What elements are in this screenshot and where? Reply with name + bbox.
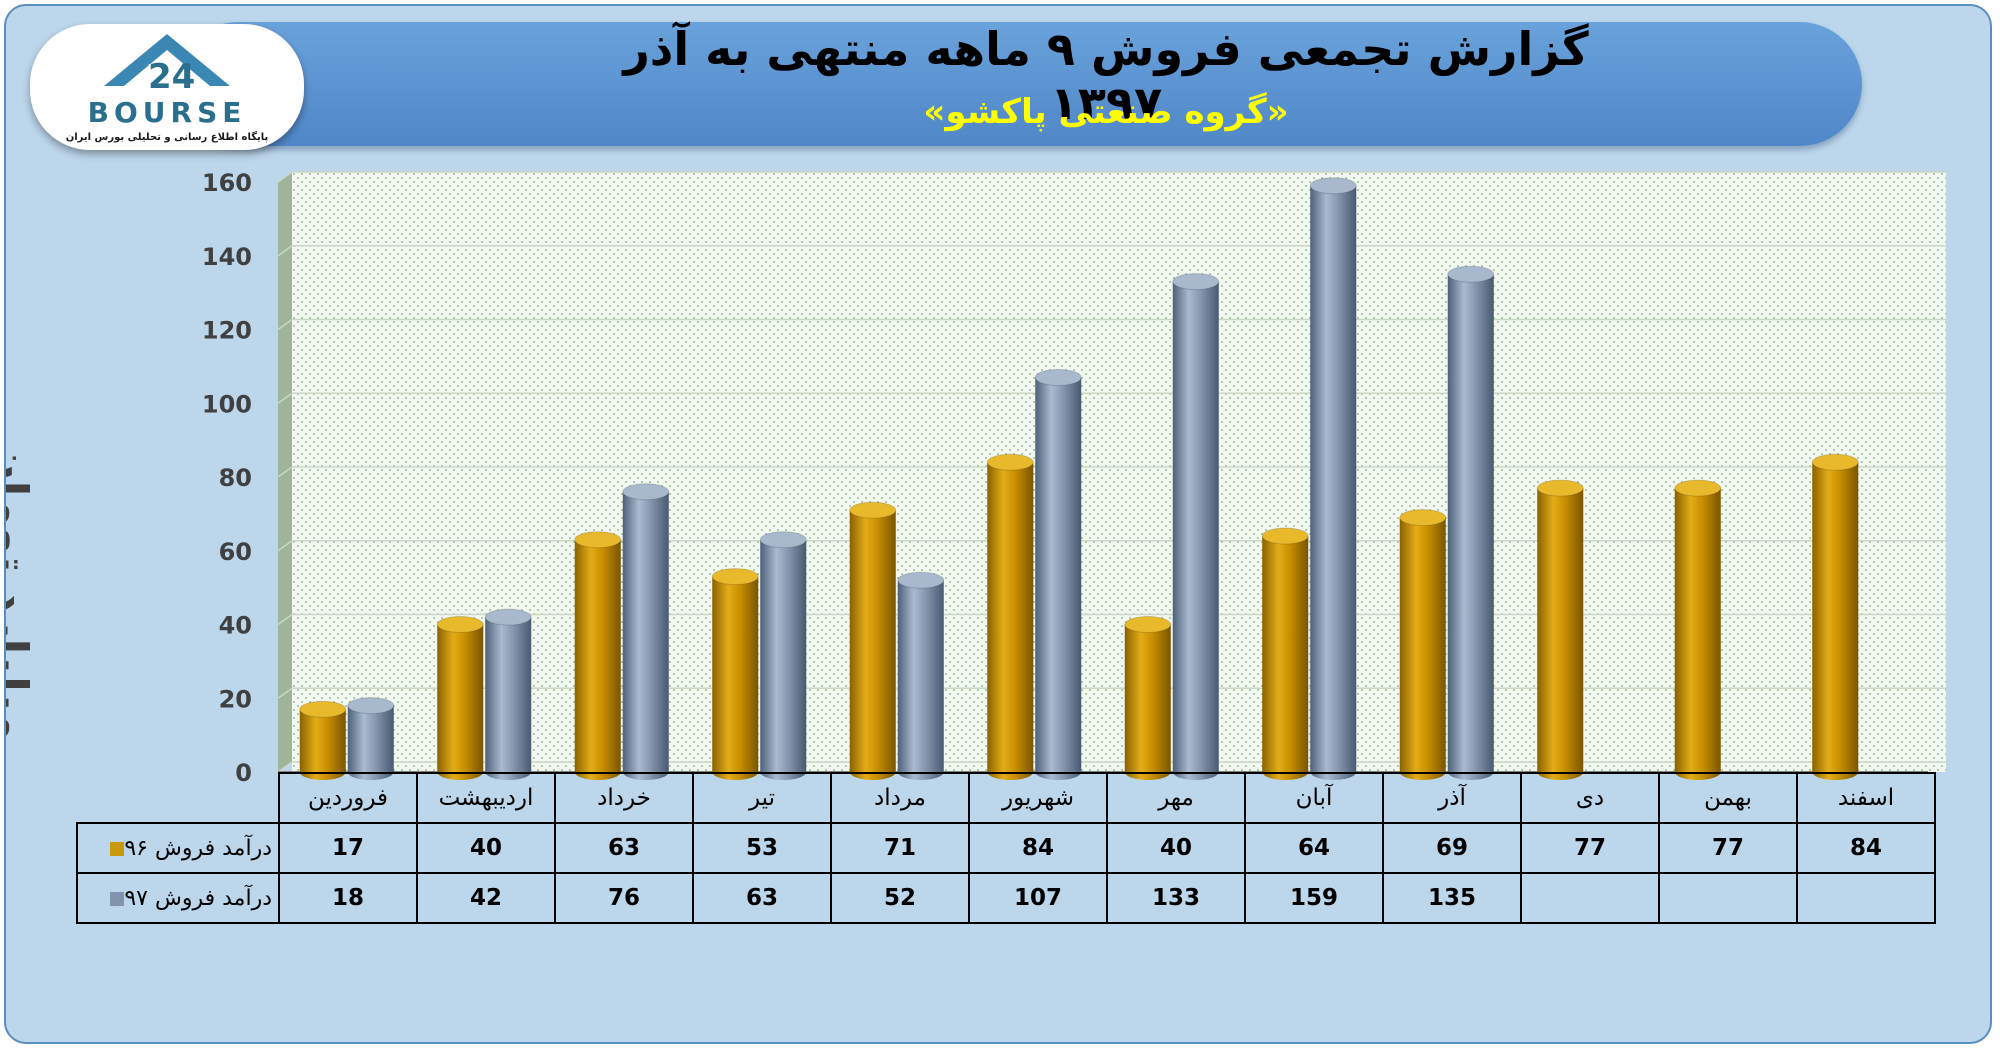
gridline-side — [277, 687, 293, 699]
bar-sales-96 — [1674, 479, 1722, 780]
data-label: 84 — [1796, 822, 1936, 874]
table-corner — [77, 773, 280, 824]
bar-sales-97 — [1309, 177, 1357, 780]
data-label — [1796, 872, 1936, 924]
data-label: 63 — [554, 822, 694, 874]
bar-sales-96 — [1811, 453, 1859, 780]
data-label: 84 — [968, 822, 1108, 874]
data-label: 64 — [1244, 822, 1384, 874]
data-label: 71 — [830, 822, 970, 874]
gridline-side — [277, 466, 293, 478]
table-row: درآمد فروش ۹۷ 18 42 76 63 52 107 133 159 135 — [76, 872, 1936, 924]
data-label: 17 — [278, 822, 418, 874]
data-label: 52 — [830, 872, 970, 924]
data-label: 133 — [1106, 872, 1246, 924]
gridline-side — [277, 318, 293, 331]
data-label: 53 — [692, 822, 832, 874]
bar-sales-97 — [897, 571, 945, 780]
bar-sales-96 — [1124, 616, 1172, 780]
bar-sales-97 — [622, 483, 670, 780]
bar-sales-97 — [1034, 368, 1082, 780]
y-tick-label: 60 — [219, 538, 252, 566]
y-tick-label: 120 — [202, 317, 252, 345]
bar-sales-97 — [1447, 265, 1495, 780]
bar-sales-96 — [711, 568, 759, 780]
x-tick-label: شهریور — [968, 772, 1108, 824]
legend-entry: درآمد فروش ۹۶ — [76, 822, 280, 874]
gridline-side — [277, 613, 293, 626]
x-tick-label: فروردین — [278, 772, 418, 824]
data-label: 63 — [692, 872, 832, 924]
bar-sales-96 — [436, 616, 484, 780]
title-banner — [176, 22, 1862, 146]
data-table: فروردین اردیبهشت خرداد تیر مرداد شهریور مهر آبا… — [76, 772, 1936, 924]
bar-sales-96 — [299, 700, 347, 780]
x-tick-label: اردیبهشت — [416, 772, 556, 824]
data-label: 135 — [1382, 872, 1522, 924]
bar-sales-96 — [1399, 509, 1447, 780]
gridline-side — [277, 171, 293, 183]
data-label: 107 — [968, 872, 1108, 924]
svg-text:24: 24 — [148, 57, 195, 97]
y-tick-label: 160 — [202, 169, 252, 197]
legend-label: درآمد فروش ۹۷ — [124, 885, 272, 911]
table-row: درآمد فروش ۹۶ 17 40 63 53 71 84 40 64 69 77 77 84 — [76, 822, 1936, 874]
bar-sales-96 — [574, 531, 622, 780]
gridline-side — [277, 392, 293, 404]
data-label: 77 — [1658, 822, 1798, 874]
gridline-side — [277, 540, 293, 552]
bar-sales-96 — [1261, 527, 1309, 780]
data-label: 69 — [1382, 822, 1522, 874]
data-label: 76 — [554, 872, 694, 924]
legend-label: درآمد فروش ۹۶ — [124, 835, 272, 861]
logo-mark-icon: 24 — [104, 34, 230, 97]
data-label — [1658, 872, 1798, 924]
chart-title: گزارش تجمعی فروش ۹ ماهه منتهی به آذر ۱۳۹… — [623, 22, 1589, 130]
bar-sales-97 — [759, 531, 807, 780]
data-label: 40 — [1106, 822, 1246, 874]
table-header-row: فروردین اردیبهشت خرداد تیر مرداد شهریور مهر آبا… — [77, 772, 1936, 824]
x-tick-label: آذر — [1382, 772, 1522, 824]
y-tick-label: 140 — [202, 243, 252, 271]
gridline-side — [277, 761, 293, 773]
y-tick-label: 20 — [219, 685, 252, 713]
bar-sales-96 — [1536, 479, 1584, 780]
x-tick-label: مهر — [1106, 772, 1246, 824]
data-label: 40 — [416, 822, 556, 874]
y-tick-label: 100 — [202, 390, 252, 418]
chart-subtitle: «گروه صنعتی پاکشو» — [923, 92, 1289, 132]
legend-swatch-icon — [110, 891, 125, 906]
x-tick-label: خرداد — [554, 772, 694, 824]
y-tick-label: 80 — [219, 464, 252, 492]
bar-sales-96 — [849, 501, 897, 780]
plot-area — [292, 172, 1946, 772]
data-label — [1520, 872, 1660, 924]
bar-sales-97 — [347, 697, 395, 780]
data-label: 77 — [1520, 822, 1660, 874]
y-tick-label: 40 — [219, 612, 252, 640]
bourse-logo: 24 BOURSE پایگاه اطلاع رسانی و تحلیلی بو… — [30, 24, 304, 150]
bar-sales-96 — [986, 453, 1034, 780]
x-tick-label: آبان — [1244, 772, 1384, 824]
gridline-side — [277, 245, 293, 257]
x-tick-label: تیر — [692, 772, 832, 824]
data-label: 159 — [1244, 872, 1384, 924]
legend-swatch-icon — [110, 841, 125, 856]
data-label: 18 — [278, 872, 418, 924]
bar-sales-97 — [1172, 273, 1220, 780]
x-tick-label: اسفند — [1796, 772, 1936, 824]
logo-tagline: پایگاه اطلاع رسانی و تحلیلی بورس ایران — [65, 132, 269, 143]
data-label: 42 — [416, 872, 556, 924]
x-tick-label: بهمن — [1658, 772, 1798, 824]
logo-wordmark: BOURSE — [87, 96, 247, 129]
bar-sales-97 — [484, 608, 532, 780]
x-tick-label: مرداد — [830, 772, 970, 824]
x-tick-label: دی — [1520, 772, 1660, 824]
legend-entry: درآمد فروش ۹۷ — [76, 872, 280, 924]
